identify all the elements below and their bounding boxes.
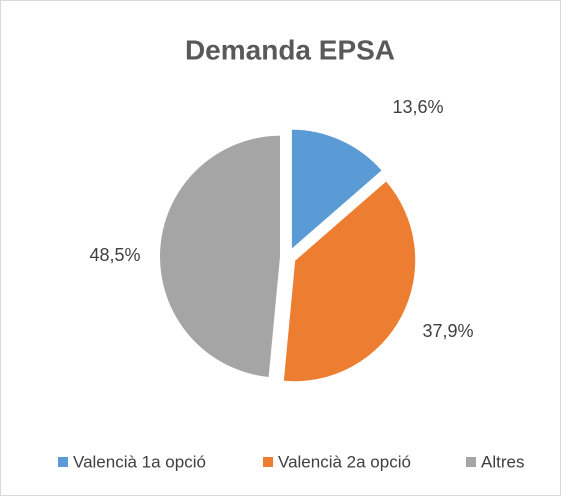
legend-label: Valencià 2a opció: [278, 452, 411, 471]
data-label: 37,9%: [422, 321, 473, 341]
legend-label: Valencià 1a opció: [73, 452, 206, 471]
legend-swatch: [263, 457, 273, 467]
legend-label: Altres: [481, 452, 524, 471]
pie-slice: [158, 133, 283, 380]
data-label: 48,5%: [89, 245, 140, 265]
pie-slice: [289, 127, 385, 253]
pie-slice: [281, 178, 418, 384]
data-label: 13,6%: [392, 97, 443, 117]
legend-swatch: [58, 457, 68, 467]
chart-title: Demanda EPSA: [185, 34, 395, 65]
legend-swatch: [466, 457, 476, 467]
